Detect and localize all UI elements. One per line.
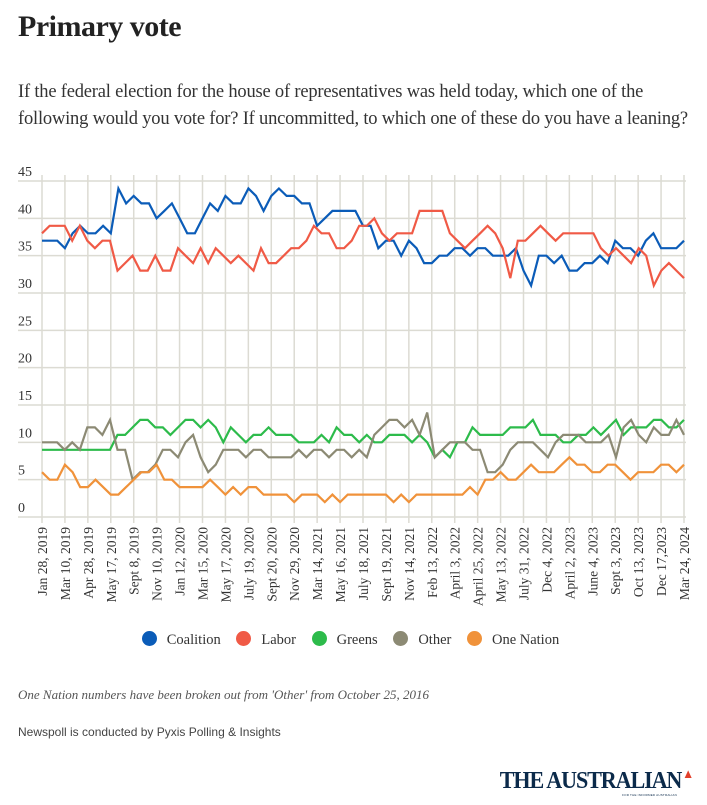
x-tick-label: Nov 14, 2021 [402,527,417,601]
y-tick-label: 5 [18,464,25,479]
x-tick-label: May 16, 2021 [333,527,348,602]
y-tick-label: 30 [18,277,32,292]
legend-label: Coalition [166,632,221,649]
legend-swatch [236,631,252,647]
y-tick-label: 0 [18,501,25,516]
x-tick-label: April 2, 2023 [562,527,577,600]
x-tick-label: June 4, 2023 [585,527,600,596]
australia-map-icon: ▲ [682,766,694,781]
series-lines [41,185,685,504]
legend-swatch [393,631,409,647]
x-axis: Jan 28, 2019 Mar 10, 2019 Apr 28, 2019 May … [35,527,692,606]
footnote: One Nation numbers have been broken out … [18,687,430,702]
x-tick-label: Mar 10, 2019 [58,527,73,600]
y-tick-label: 10 [18,426,32,441]
x-tick-label: Sept 20, 2020 [264,527,279,602]
x-tick-label: Apr 28, 2019 [81,527,96,599]
legend-swatch [311,631,327,647]
legend-label: One Nation [491,632,560,649]
x-tick-label: Dec 17,2023 [654,527,669,596]
chart-subtitle: If the federal election for the house of… [18,82,688,129]
x-tick-label: July 31, 2022 [517,527,532,600]
legend: Coalition Labor Greens Other One Nation [0,631,707,649]
x-tick-label: April 25, 2022 [471,527,486,606]
logo-tagline: FOR THE INFORMED AUSTRALIAN [622,793,677,797]
x-tick-label: May 17, 2019 [104,527,119,603]
legend-item-labor[interactable]: Labor [236,631,302,649]
publisher-logo: THE AUSTRALIAN▲ [499,766,694,795]
series-line-greens[interactable] [42,418,685,460]
x-tick-label: April 3, 2022 [448,527,463,599]
x-tick-label: Sept 3, 2023 [608,527,623,595]
x-tick-label: Nov 29, 2020 [287,527,302,601]
series-line-one-nation[interactable] [41,455,685,504]
page-title: Primary vote [18,10,182,43]
x-tick-label: Mar 24, 2024 [677,527,692,600]
legend-item-other[interactable]: Other [393,631,457,649]
x-tick-label: Nov 10, 2019 [150,527,165,601]
x-tick-label: Mar 14, 2021 [310,527,325,600]
y-tick-label: 40 [18,202,32,217]
legend-item-coalition[interactable]: Coalition [141,631,227,649]
x-tick-label: Dec 4, 2022 [539,527,554,593]
logo-text: THE AUSTRALIAN [499,768,683,794]
legend-item-greens[interactable]: Greens [311,631,384,649]
x-tick-label: July 19, 2020 [241,527,256,600]
x-tick-label: Jan 12, 2020 [173,527,188,596]
y-tick-label: 20 [18,352,32,367]
legend-label: Labor [261,632,296,649]
x-tick-label: Jan 28, 2019 [35,527,50,596]
legend-swatch [466,631,482,647]
y-tick-label: 15 [18,389,32,404]
legend-swatch [141,631,157,647]
x-tick-label: Oct 13, 2023 [631,527,646,597]
legend-label: Other [418,632,452,649]
series-line-labor[interactable] [41,209,685,289]
grid [18,175,686,523]
source-credit: Newspoll is conducted by Pyxis Polling &… [18,725,281,739]
x-tick-label: Feb 13, 2022 [425,527,440,598]
y-tick-label: 25 [18,314,32,329]
x-tick-label: May 17, 2020 [218,527,233,603]
x-tick-label: Sept 8, 2019 [127,527,142,595]
legend-item-one-nation[interactable]: One Nation [466,631,565,649]
y-tick-label: 35 [18,240,32,255]
x-tick-label: Sept 19, 2021 [379,527,394,602]
x-tick-label: May 13, 2022 [494,527,509,602]
y-tick-label: 45 [18,165,32,180]
x-tick-label: Mar 15, 2020 [196,527,211,600]
x-tick-label: July 18, 2021 [356,527,371,600]
y-axis: 0 5 10 15 20 25 30 35 40 45 [18,165,32,516]
line-chart: 0 5 10 15 20 25 30 35 40 45 Jan 28, 2019 Mar 10, 2… [18,165,692,606]
legend-label: Greens [336,632,378,649]
